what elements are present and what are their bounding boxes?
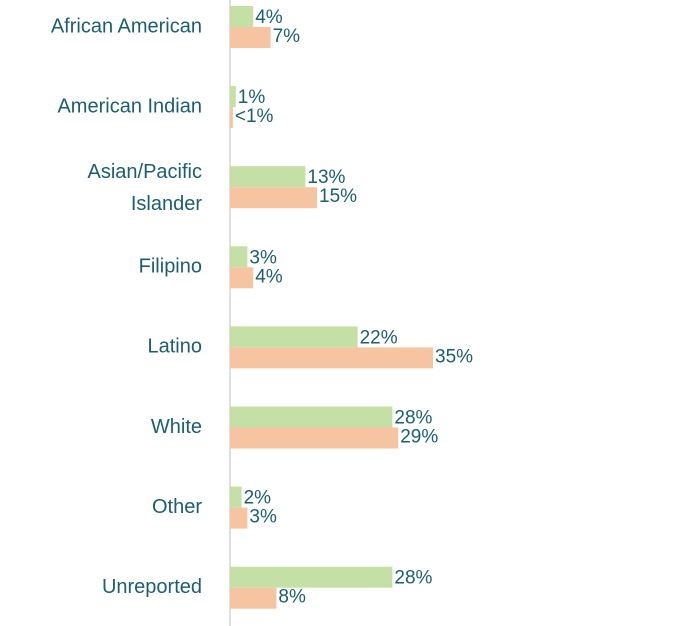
value-label: 28% xyxy=(394,568,432,589)
value-label: 2% xyxy=(244,488,272,509)
value-label: 3% xyxy=(249,247,277,268)
value-label: 4% xyxy=(255,7,283,28)
value-label: <1% xyxy=(235,106,274,127)
category-label: American Indian xyxy=(57,95,202,117)
category-label: Latino xyxy=(148,336,203,358)
bar xyxy=(230,406,393,428)
value-label: 29% xyxy=(400,427,438,448)
bar xyxy=(230,187,317,209)
value-label: 3% xyxy=(249,507,277,528)
value-label: 4% xyxy=(255,266,283,287)
bar xyxy=(230,486,242,508)
value-label: 22% xyxy=(360,327,398,348)
bar xyxy=(230,246,248,268)
category-label: Unreported xyxy=(102,576,202,598)
value-label: 35% xyxy=(435,346,473,367)
category-label: Other xyxy=(152,496,202,518)
bar xyxy=(230,427,399,449)
category-label: Filipino xyxy=(139,256,202,278)
category-label: Asian/Pacific Islander xyxy=(88,161,203,215)
value-label: 13% xyxy=(307,167,345,188)
value-label: 8% xyxy=(278,587,306,608)
bar xyxy=(230,507,248,529)
value-label: 15% xyxy=(319,186,357,207)
bar xyxy=(230,6,254,27)
value-label: 7% xyxy=(273,26,301,47)
bar xyxy=(230,107,233,129)
category-label: African American xyxy=(51,15,202,37)
bar xyxy=(230,86,236,108)
bar xyxy=(230,566,393,588)
bar xyxy=(230,166,306,188)
value-label: 28% xyxy=(394,408,432,429)
bar xyxy=(230,267,254,289)
bar xyxy=(230,347,433,369)
bar xyxy=(230,587,277,609)
category-label: White xyxy=(151,416,202,438)
value-label: 1% xyxy=(238,87,266,108)
bar xyxy=(230,27,271,48)
bar xyxy=(230,326,358,348)
